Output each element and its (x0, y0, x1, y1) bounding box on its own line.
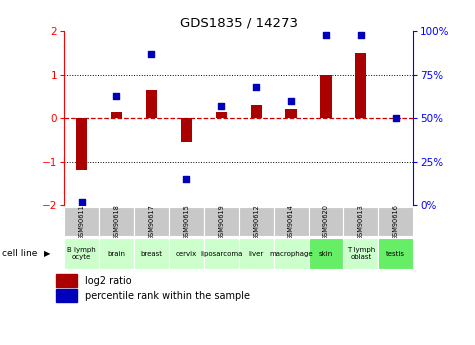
Point (252, 84, 260, 90)
Point (287, 98, 295, 104)
Point (322, 32, 330, 37)
Point (392, 115, 399, 121)
Text: B lymph
ocyte: B lymph ocyte (67, 247, 96, 260)
Text: percentile rank within the sample: percentile rank within the sample (85, 291, 250, 301)
Bar (134, 238, 169, 269)
Bar (343, 207, 379, 236)
Bar (76, 118, 87, 170)
Text: GSM90615: GSM90615 (183, 204, 190, 239)
Bar (216, 112, 227, 118)
Text: breast: breast (141, 250, 162, 257)
Bar (274, 238, 309, 269)
Text: ▶: ▶ (44, 249, 51, 258)
Bar (204, 238, 238, 269)
Bar (56, 289, 77, 302)
Bar (250, 105, 262, 118)
Bar (274, 207, 309, 236)
Bar (99, 207, 134, 236)
Point (148, 51, 155, 57)
Point (113, 93, 120, 98)
Text: GSM90612: GSM90612 (253, 204, 259, 239)
Point (218, 103, 225, 109)
Bar (99, 238, 134, 269)
Text: T lymph
oblast: T lymph oblast (347, 247, 375, 260)
Text: GSM90619: GSM90619 (218, 204, 224, 239)
Text: GSM90611: GSM90611 (78, 204, 85, 239)
Text: GSM90616: GSM90616 (393, 204, 399, 239)
Text: cervix: cervix (176, 250, 197, 257)
Bar (56, 274, 77, 287)
Text: GSM90613: GSM90613 (358, 204, 364, 239)
Bar (111, 112, 122, 118)
Text: liposarcoma: liposarcoma (200, 250, 242, 257)
Bar (180, 118, 192, 142)
Bar (309, 238, 343, 269)
Bar (204, 207, 238, 236)
Bar (285, 109, 297, 118)
Text: liver: liver (248, 250, 264, 257)
Text: GSM90614: GSM90614 (288, 204, 294, 239)
Text: testis: testis (386, 250, 405, 257)
Bar (238, 238, 274, 269)
Point (78, 199, 86, 205)
Text: cell line: cell line (2, 249, 38, 258)
Bar (379, 207, 413, 236)
Bar (169, 238, 204, 269)
Bar (309, 207, 343, 236)
Point (182, 176, 190, 182)
Bar (379, 238, 413, 269)
Bar (343, 238, 379, 269)
Bar (146, 90, 157, 118)
Bar (355, 53, 367, 118)
Text: log2 ratio: log2 ratio (85, 276, 132, 286)
Text: macrophage: macrophage (269, 250, 313, 257)
Bar (238, 207, 274, 236)
Title: GDS1835 / 14273: GDS1835 / 14273 (180, 17, 298, 30)
Bar (134, 207, 169, 236)
Text: brain: brain (107, 250, 125, 257)
Bar (64, 207, 99, 236)
Text: GSM90620: GSM90620 (323, 204, 329, 240)
Bar (320, 75, 332, 118)
Bar (390, 118, 401, 119)
Bar (64, 238, 99, 269)
Text: GSM90617: GSM90617 (148, 204, 154, 239)
Text: GSM90618: GSM90618 (114, 204, 120, 239)
Bar (169, 207, 204, 236)
Point (357, 32, 365, 37)
Text: skin: skin (319, 250, 333, 257)
